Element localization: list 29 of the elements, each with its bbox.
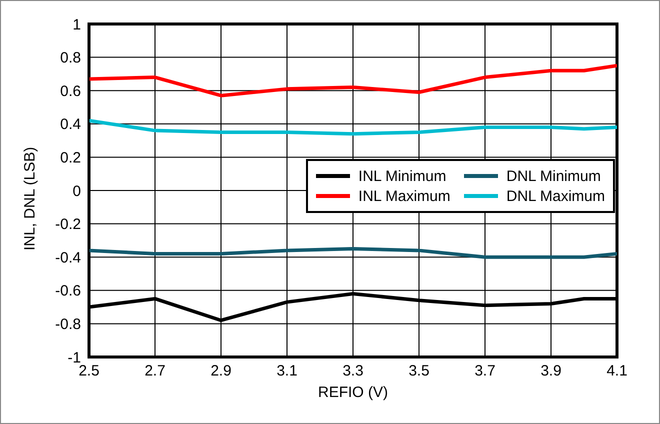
x-tick-label: 3.3 [342,362,364,380]
x-tick-label: 2.9 [210,362,232,380]
y-axis-title: INL, DNL (LSB) [21,146,38,250]
x-tick-label: 3.9 [540,362,562,380]
y-tick-label: 0.8 [60,50,81,67]
x-tick-label: 3.1 [276,362,298,380]
x-axis-title: REFIO (V) [318,384,388,401]
line-series [89,118,617,136]
y-tick-label: -0.6 [55,282,81,300]
y-tick-label: 0.4 [60,116,81,134]
y-tick-label: -0.4 [55,249,81,266]
legend-label: INL Minimum [358,168,446,184]
legend-label: INL Maximum [358,188,450,204]
x-tick-label: 2.7 [144,362,166,380]
line-series [89,64,617,98]
line-series [89,247,617,259]
y-tick-label: -0.2 [55,216,81,234]
y-tick-label: 0.2 [60,150,81,167]
legend-label: DNL Minimum [506,168,601,184]
y-tick-label: 0 [72,182,81,200]
x-tick-label: 4.1 [606,362,628,380]
legend-label: DNL Maximum [506,188,605,204]
x-tick-label: 3.7 [474,362,496,380]
y-tick-label: -0.8 [55,316,81,334]
y-tick-label: 0.6 [60,82,81,100]
x-tick-label: 3.5 [408,362,430,380]
y-tick-label: 1 [72,16,81,34]
y-tick-label: -1 [68,349,81,366]
x-tick-label: 2.5 [78,362,100,380]
